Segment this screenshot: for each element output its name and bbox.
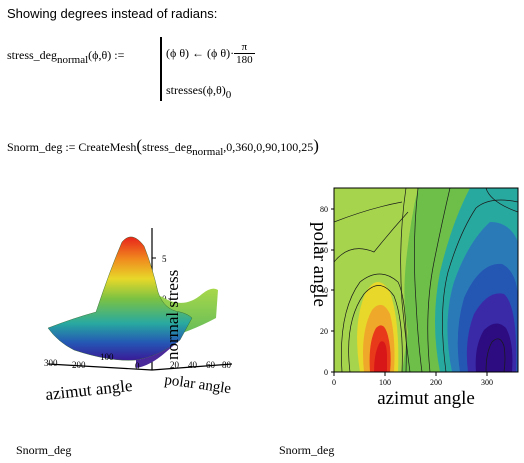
x-tick-label: 100 bbox=[100, 352, 114, 362]
y-tick-label: 60 bbox=[320, 246, 328, 255]
y-tick-label: 40 bbox=[188, 360, 198, 370]
program-line-1[interactable]: (ϕ θ) ← (ϕ θ)· π 180 bbox=[166, 41, 255, 66]
contour-y-axis-title: polar angle bbox=[309, 222, 330, 307]
intro-text: Showing degrees instead of radians: bbox=[7, 6, 218, 21]
function-definition-lhs[interactable]: stress_degnormal(ϕ,θ) := bbox=[7, 48, 125, 66]
contour-plot[interactable]: 0 20 40 60 80 0 100 200 300 polar angle … bbox=[290, 182, 522, 412]
y-tick-marks bbox=[331, 208, 334, 373]
y-tick-label: 80 bbox=[222, 360, 232, 370]
contour-field bbox=[334, 188, 518, 372]
mesh-lhs: Snorm_deg := CreateMesh bbox=[7, 140, 137, 154]
open-paren: ( bbox=[136, 136, 143, 155]
lhs-args: (ϕ,θ) := bbox=[88, 48, 125, 62]
contour-band-deep-red bbox=[374, 341, 387, 372]
mesh-args: ,0,360,0,90,100,25 bbox=[223, 140, 314, 154]
stresses-subscript: 0 bbox=[225, 89, 232, 101]
y-tick-label: 0 bbox=[324, 368, 328, 377]
program-line-2[interactable]: stresses(ϕ,θ)0 bbox=[166, 83, 232, 101]
pi-fraction: π 180 bbox=[234, 41, 255, 66]
x-tick-label: 100 bbox=[379, 378, 391, 387]
surface-main bbox=[47, 236, 193, 361]
x-tick-label: 300 bbox=[44, 358, 58, 368]
x-tick-label: 300 bbox=[481, 378, 493, 387]
mesh-fn-subscript: normal bbox=[192, 146, 224, 158]
x-tick-label: 0 bbox=[332, 378, 336, 387]
x-tick-label: 200 bbox=[72, 360, 86, 370]
lhs-subscript: normal bbox=[57, 54, 89, 66]
contour-lines bbox=[334, 188, 518, 372]
pi-denominator: 180 bbox=[236, 54, 253, 66]
x-tick-label: 200 bbox=[430, 378, 442, 387]
stresses-call: stresses(ϕ,θ) bbox=[166, 83, 226, 97]
y-axis-line bbox=[151, 363, 233, 371]
x-tick-label: 0 bbox=[135, 361, 140, 371]
mesh-definition[interactable]: Snorm_deg := CreateMesh(stress_degnormal… bbox=[7, 136, 319, 158]
contour-band-light bbox=[334, 188, 418, 372]
surface-plot[interactable]: 5 0 -5 300 200 100 0 20 40 60 80 normal … bbox=[40, 222, 250, 407]
x-axis-title: azimut angle bbox=[44, 376, 133, 404]
y-tick-label: 60 bbox=[206, 360, 216, 370]
z-tick-label: 5 bbox=[162, 254, 167, 264]
z-axis-title: normal stress bbox=[163, 270, 182, 360]
y-axis-title: polar angle bbox=[163, 372, 232, 397]
contour-plot-caption: Snorm_deg bbox=[279, 443, 335, 457]
program-bracket bbox=[160, 37, 162, 101]
close-paren: ) bbox=[313, 136, 319, 155]
lhs-name: stress_deg bbox=[7, 48, 57, 62]
assign-expr: (ϕ θ) ← (ϕ θ)· bbox=[166, 46, 235, 60]
y-tick-label: 20 bbox=[320, 327, 328, 336]
y-tick-label: 20 bbox=[170, 360, 180, 370]
pi-numerator: π bbox=[234, 41, 255, 54]
mesh-fn: stress_deg bbox=[142, 140, 193, 154]
contour-x-axis-title: azimut angle bbox=[377, 388, 475, 409]
x-tick-marks bbox=[333, 372, 488, 376]
contour-frame bbox=[333, 187, 519, 373]
y-tick-label: 80 bbox=[320, 205, 328, 214]
contour-band-deep bbox=[475, 323, 513, 372]
surface-shadow bbox=[136, 340, 180, 368]
y-tick-label: 40 bbox=[320, 286, 328, 295]
surface-plot-caption: Snorm_deg bbox=[16, 443, 72, 457]
x-axis-line bbox=[47, 363, 153, 371]
